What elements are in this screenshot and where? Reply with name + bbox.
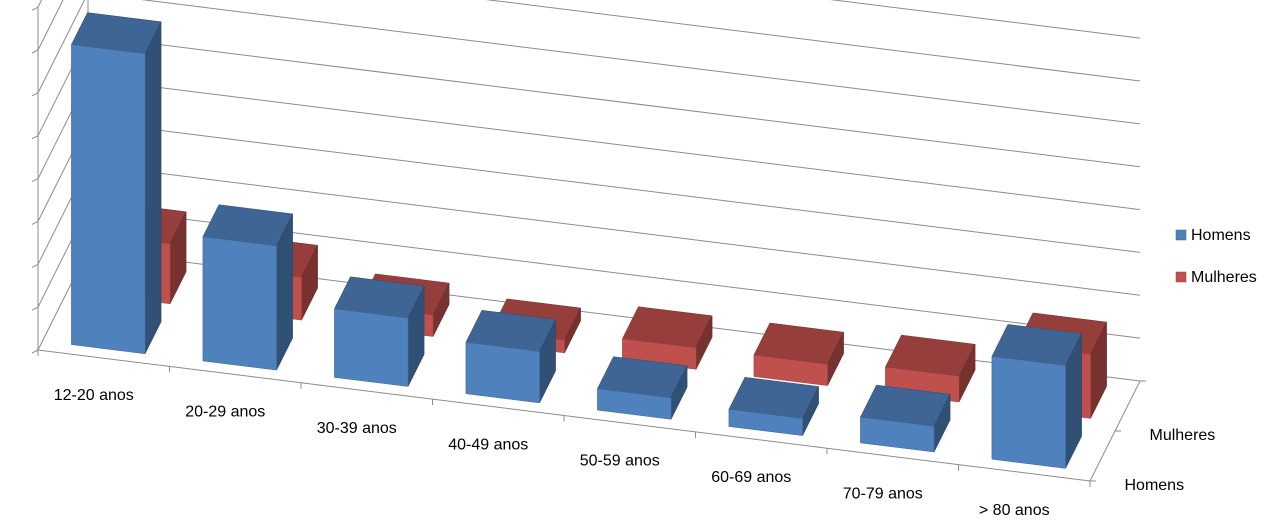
legend-swatch bbox=[1175, 229, 1187, 241]
bar-front-face bbox=[860, 416, 935, 453]
bar-front-face bbox=[597, 388, 672, 420]
y-tick bbox=[31, 135, 39, 140]
gridline bbox=[37, 0, 1141, 125]
bar-homens bbox=[597, 356, 688, 420]
bar-side-face bbox=[144, 21, 162, 354]
x-tick-label: 20-29 anos bbox=[185, 404, 265, 421]
bar-homens bbox=[991, 324, 1082, 469]
bar-homens bbox=[728, 377, 819, 436]
legend-label: Mulheres bbox=[1191, 269, 1257, 286]
x-tick-label: 30-39 anos bbox=[317, 420, 397, 437]
bars bbox=[71, 12, 1107, 469]
gridline bbox=[37, 0, 1141, 82]
gridlines bbox=[31, 0, 1141, 382]
bar-homens bbox=[465, 310, 556, 404]
legend-swatch bbox=[1175, 271, 1187, 283]
bar-front-face bbox=[991, 356, 1066, 469]
x-tick-label: 50-59 anos bbox=[580, 453, 660, 470]
axis-labels: 12-20 anos 20-29 anos 30-39 anos 40-49 anos… bbox=[54, 387, 1216, 519]
y-tick bbox=[31, 220, 39, 225]
bar-homens bbox=[860, 384, 951, 453]
y-tick bbox=[31, 349, 39, 354]
legend: Homens Mulheres bbox=[1175, 227, 1257, 286]
depth-tick-label: Homens bbox=[1125, 477, 1185, 494]
y-tick bbox=[31, 49, 39, 54]
y-tick bbox=[31, 92, 39, 97]
y-tick bbox=[31, 6, 39, 11]
x-tick-label: 70-79 anos bbox=[843, 485, 923, 502]
depth-tick-label: Mulheres bbox=[1150, 427, 1216, 444]
y-tick bbox=[31, 306, 39, 311]
bar-front-face bbox=[334, 308, 409, 387]
x-tick-label: 60-69 anos bbox=[711, 469, 791, 486]
x-tick-label: 40-49 anos bbox=[448, 436, 528, 453]
gridline bbox=[37, 0, 1141, 39]
bar-front-face bbox=[465, 342, 540, 404]
x-tick-label: > 80 anos bbox=[979, 502, 1050, 519]
bar-front-face bbox=[202, 236, 277, 371]
bar-mulheres bbox=[753, 322, 844, 386]
bar-front-face bbox=[728, 409, 803, 436]
y-tick bbox=[31, 263, 39, 268]
bar-homens bbox=[334, 276, 425, 387]
bar-front-face bbox=[71, 44, 146, 355]
legend-label: Homens bbox=[1191, 227, 1251, 244]
y-tick bbox=[31, 178, 39, 183]
x-tick-label: 12-20 anos bbox=[54, 387, 134, 404]
bar-homens bbox=[71, 12, 162, 355]
bar-front-face bbox=[753, 354, 828, 386]
bar-homens bbox=[202, 204, 293, 371]
axes bbox=[37, 349, 1146, 487]
